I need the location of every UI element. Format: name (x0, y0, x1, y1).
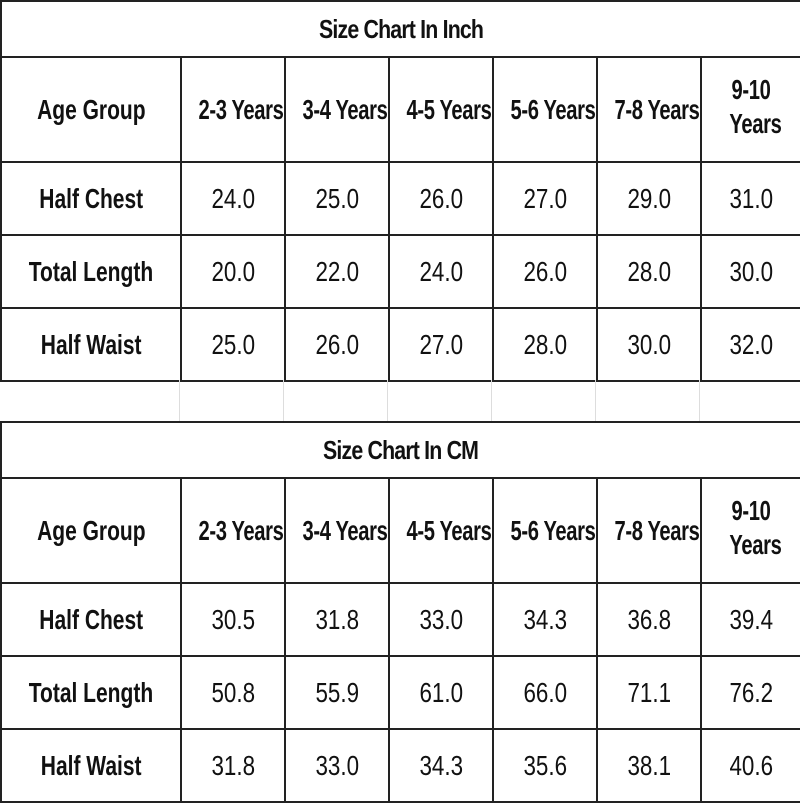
table-title: Size Chart In Inch (318, 13, 484, 44)
cell-value: 34.3 (523, 603, 567, 635)
cell-value: 27.0 (419, 328, 463, 360)
header-cell: 4-5 Years (388, 56, 494, 163)
cell-value: 61.0 (419, 676, 463, 708)
cell-value: 55.9 (315, 676, 359, 708)
row-label: Half Waist (40, 749, 142, 781)
cell-value: 31.8 (315, 603, 359, 635)
age-group-label: 5-6 Years (510, 93, 596, 125)
cell-value: 66.0 (523, 676, 567, 708)
cell-value: 29.0 (627, 182, 671, 214)
age-group-label: 7-8 Years (614, 93, 700, 125)
cell-value: 25.0 (211, 328, 255, 360)
header-cell: 7-8 Years (596, 477, 702, 584)
cell-value: 30.0 (729, 255, 773, 287)
cell-value: 26.0 (419, 182, 463, 214)
header-cell: 3-4 Years (284, 477, 390, 584)
row-label: Half Chest (39, 182, 143, 214)
cell-value: 34.3 (419, 749, 463, 781)
cell-value: 26.0 (315, 328, 359, 360)
cell-value: 39.4 (729, 603, 773, 635)
cell-value: 76.2 (729, 676, 773, 708)
header-cell: 9-10 Years (699, 477, 800, 584)
cell-value: 20.0 (211, 255, 255, 287)
cell-value: 27.0 (523, 182, 567, 214)
table-row: Half Waist 31.8 33.0 34.3 35.6 38.1 40.6 (0, 728, 800, 803)
row-label: Half Chest (39, 603, 143, 635)
age-group-label: 9-10 Years (729, 495, 782, 560)
table-row: Total Length 20.0 22.0 24.0 26.0 28.0 30… (0, 234, 800, 309)
size-chart-cm-table: Size Chart In CM Age Group 2-3 Years 3-4… (0, 421, 800, 803)
header-cell: 4-5 Years (388, 477, 494, 584)
cell-value: 28.0 (523, 328, 567, 360)
cell-value: 31.0 (729, 182, 773, 214)
cell-value: 50.8 (211, 676, 255, 708)
table-title: Size Chart In CM (323, 434, 479, 465)
header-cell: 9-10 Years (699, 56, 800, 163)
cell-value: 24.0 (211, 182, 255, 214)
cell-value: 71.1 (627, 676, 671, 708)
cell-value: 25.0 (315, 182, 359, 214)
header-cell: 3-4 Years (284, 56, 390, 163)
header-cell: 7-8 Years (596, 56, 702, 163)
age-group-label: 5-6 Years (510, 514, 596, 546)
cell-value: 33.0 (419, 603, 463, 635)
cell-value: 36.8 (627, 603, 671, 635)
table-title-cell: Size Chart In CM (0, 421, 800, 479)
spacer-row (0, 380, 800, 421)
age-group-label: 7-8 Years (614, 514, 700, 546)
cell-value: 26.0 (523, 255, 567, 287)
header-cell: Age Group (0, 477, 182, 584)
table-title-cell: Size Chart In Inch (0, 0, 800, 58)
cell-value: 32.0 (729, 328, 773, 360)
table-row: Total Length 50.8 55.9 61.0 66.0 71.1 76… (0, 655, 800, 730)
row-label: Total Length (28, 676, 154, 708)
age-group-header: Age Group (36, 514, 146, 546)
header-cell: 2-3 Years (180, 477, 286, 584)
size-chart-inch-table: Size Chart In Inch Age Group 2-3 Years 3… (0, 0, 800, 382)
age-group-label: 3-4 Years (302, 93, 388, 125)
row-label: Half Waist (40, 328, 142, 360)
table-row: Half Waist 25.0 26.0 27.0 28.0 30.0 32.0 (0, 307, 800, 382)
cell-value: 38.1 (627, 749, 671, 781)
cell-value: 24.0 (419, 255, 463, 287)
age-group-label: 4-5 Years (406, 514, 492, 546)
age-group-label: 9-10 Years (729, 74, 782, 139)
header-cell: 5-6 Years (492, 477, 598, 584)
cell-value: 30.5 (211, 603, 255, 635)
cell-value: 22.0 (315, 255, 359, 287)
cell-value: 40.6 (729, 749, 773, 781)
header-cell: 2-3 Years (180, 56, 286, 163)
table-row: Half Chest 24.0 25.0 26.0 27.0 29.0 31.0 (0, 161, 800, 236)
cell-value: 30.0 (627, 328, 671, 360)
cell-value: 33.0 (315, 749, 359, 781)
cell-value: 28.0 (627, 255, 671, 287)
age-group-header: Age Group (36, 93, 146, 125)
age-group-label: 4-5 Years (406, 93, 492, 125)
cell-value: 31.8 (211, 749, 255, 781)
header-cell: Age Group (0, 56, 182, 163)
row-label: Total Length (28, 255, 154, 287)
cell-value: 35.6 (523, 749, 567, 781)
age-group-label: 2-3 Years (198, 93, 284, 125)
header-cell: 5-6 Years (492, 56, 598, 163)
age-group-label: 3-4 Years (302, 514, 388, 546)
table-row: Half Chest 30.5 31.8 33.0 34.3 36.8 39.4 (0, 582, 800, 657)
age-group-label: 2-3 Years (198, 514, 284, 546)
